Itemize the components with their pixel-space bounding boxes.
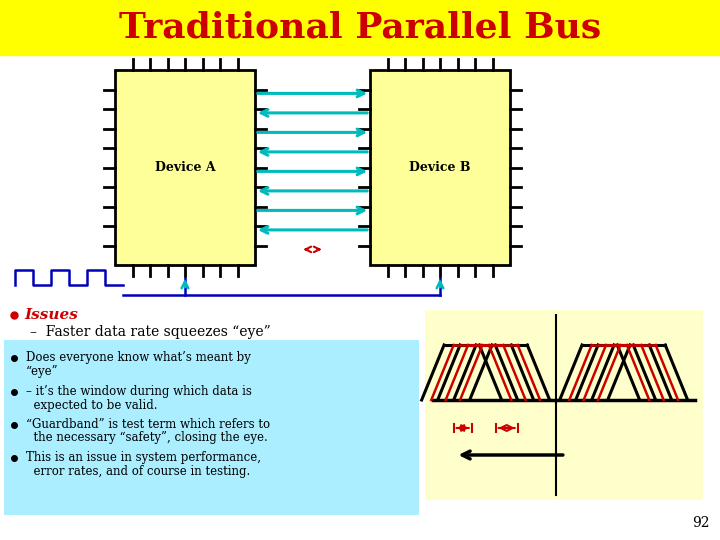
Bar xyxy=(370,70,510,265)
Text: the necessary “safety”, closing the eye.: the necessary “safety”, closing the eye. xyxy=(26,431,268,444)
Bar xyxy=(425,310,703,500)
Text: Device A: Device A xyxy=(155,161,215,174)
Text: Device B: Device B xyxy=(409,161,471,174)
Text: “Guardband” is test term which refers to: “Guardband” is test term which refers to xyxy=(26,418,270,431)
Text: –  Faster data rate squeezes “eye”: – Faster data rate squeezes “eye” xyxy=(30,325,271,339)
Bar xyxy=(0,0,720,55)
Text: Issues: Issues xyxy=(24,308,78,322)
Text: This is an issue in system performance,: This is an issue in system performance, xyxy=(26,451,261,464)
Bar xyxy=(4,340,419,515)
Text: 92: 92 xyxy=(693,516,710,530)
Bar xyxy=(115,70,255,265)
Text: “eye”: “eye” xyxy=(26,366,58,379)
Text: error rates, and of course in testing.: error rates, and of course in testing. xyxy=(26,464,251,477)
Text: Does everyone know what’s meant by: Does everyone know what’s meant by xyxy=(26,352,251,365)
Text: expected to be valid.: expected to be valid. xyxy=(26,399,158,411)
Text: Traditional Parallel Bus: Traditional Parallel Bus xyxy=(119,11,601,45)
Text: – it’s the window during which data is: – it’s the window during which data is xyxy=(26,386,252,399)
